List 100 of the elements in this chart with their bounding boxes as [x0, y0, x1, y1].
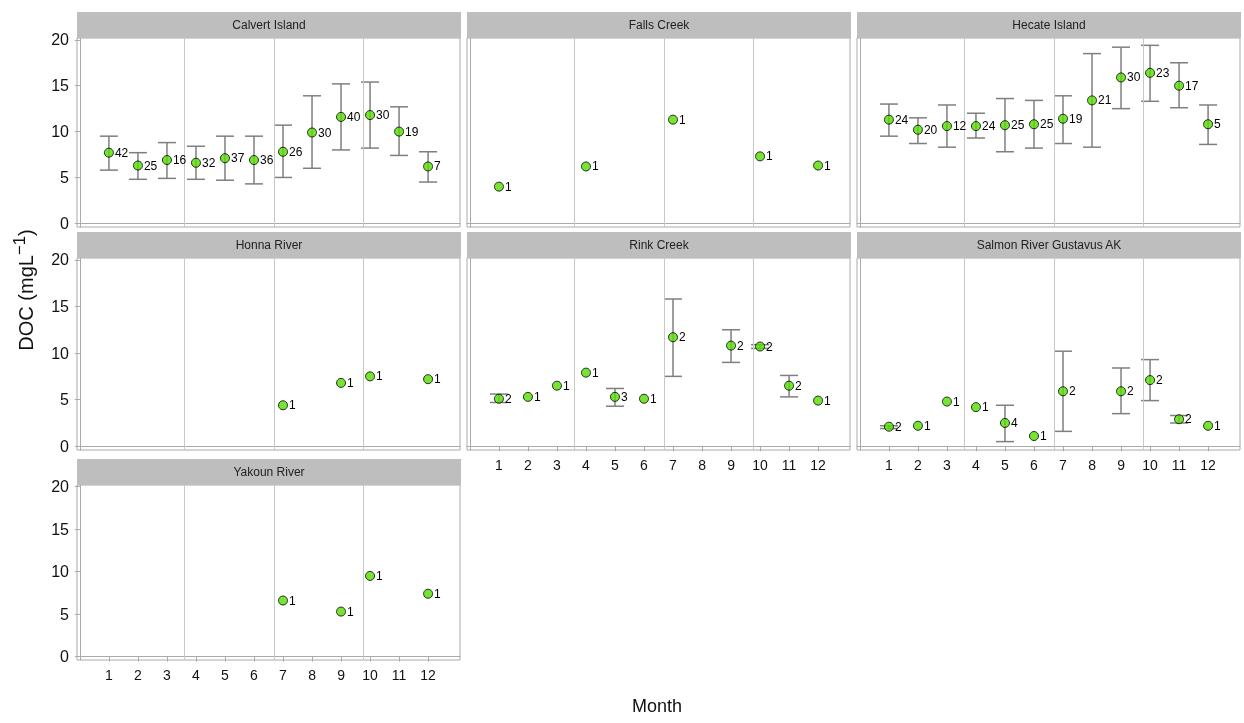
annotation: 25 — [143, 158, 158, 173]
annotation: 21 — [1098, 93, 1112, 108]
annotation: 1 — [824, 393, 832, 408]
annotation: 1 — [347, 604, 355, 619]
annotation: 1 — [562, 378, 570, 393]
x-tick-label: 4 — [972, 457, 981, 473]
annotation: 2 — [1069, 384, 1077, 399]
x-tick-label: 9 — [727, 457, 736, 473]
chart-title: Salmon River Gustavus AK — [857, 232, 1241, 258]
annotation: 16 — [172, 153, 187, 168]
x-tick-label: 9 — [337, 667, 346, 683]
annotation: 1 — [981, 400, 989, 415]
x-tick-label: 6 — [1030, 457, 1039, 473]
annotation: 2 — [737, 338, 745, 353]
chart-title: Hecate Island — [857, 12, 1241, 38]
x-tick-label: 11 — [1171, 457, 1187, 473]
x-tick-label: 3 — [163, 667, 172, 683]
annotation: 1 — [591, 365, 599, 380]
x-tick-label: 7 — [279, 667, 288, 683]
y-tick-label: 10 — [51, 563, 70, 581]
annotation: 1 — [434, 372, 442, 387]
annotation: 19 — [1069, 111, 1083, 126]
annotation: 2 — [1156, 373, 1164, 388]
y-tick-label: 20 — [51, 31, 70, 49]
annotation: 36 — [259, 153, 274, 168]
y-tick-label: 0 — [60, 214, 70, 232]
chart-title: Calvert Island — [77, 12, 461, 38]
x-tick-label: 1 — [885, 457, 894, 473]
annotation: 24 — [981, 119, 996, 134]
annotation: 2 — [504, 391, 512, 406]
annotation: 1 — [289, 593, 297, 608]
x-tick-label: 3 — [553, 457, 562, 473]
annotation: 37 — [230, 151, 245, 166]
x-tick-label: 4 — [582, 457, 591, 473]
x-tick-label: 10 — [752, 457, 769, 473]
annotation: 1 — [766, 149, 774, 164]
annotation: 1 — [347, 375, 355, 390]
x-tick-label: 12 — [420, 667, 437, 683]
annotation: 1 — [533, 389, 541, 404]
annotation: 1 — [649, 391, 657, 406]
y-tick-label: 5 — [60, 605, 70, 623]
x-tick-label: 6 — [640, 457, 649, 473]
annotation: 30 — [1127, 70, 1141, 85]
chart-title: Falls Creek — [467, 12, 851, 38]
x-tick-label: 4 — [192, 667, 201, 683]
annotation: 23 — [1156, 65, 1170, 80]
annotation: 1 — [824, 158, 832, 173]
annotation: 1 — [679, 112, 687, 127]
annotation: 20 — [923, 122, 938, 137]
annotation: 17 — [1185, 78, 1199, 93]
annotation: 2 — [1185, 412, 1193, 427]
x-tick-label: 7 — [1059, 457, 1068, 473]
y-tick-label: 5 — [60, 168, 70, 186]
y-tick-label: 15 — [51, 520, 70, 538]
x-tick-label: 8 — [698, 457, 707, 473]
x-tick-label: 10 — [1142, 457, 1159, 473]
y-tick-label: 5 — [60, 391, 70, 409]
x-tick-label: 6 — [250, 667, 259, 683]
x-tick-label: 5 — [1001, 457, 1010, 473]
x-tick-label: 7 — [669, 457, 678, 473]
annotation: 1 — [923, 418, 931, 433]
y-tick-label: 15 — [51, 297, 70, 315]
annotation: 1 — [289, 398, 297, 413]
annotation: 4 — [1010, 415, 1018, 430]
x-tick-label: 1 — [495, 457, 504, 473]
annotation: 1 — [1039, 429, 1047, 444]
annotation: 2 — [679, 330, 687, 345]
annotation: 30 — [318, 125, 332, 140]
x-tick-label: 2 — [524, 457, 533, 473]
annotation: 5 — [1214, 117, 1222, 132]
x-tick-label: 9 — [1117, 457, 1126, 473]
annotation: 32 — [201, 155, 216, 170]
x-tick-label: 8 — [308, 667, 317, 683]
x-tick-label: 3 — [943, 457, 952, 473]
y-tick-label: 0 — [60, 437, 70, 455]
y-tick-label: 20 — [51, 251, 70, 269]
x-tick-label: 5 — [611, 457, 620, 473]
chart-title: Yakoun River — [77, 459, 461, 485]
x-tick-label: 2 — [914, 457, 923, 473]
annotation: 1 — [504, 179, 512, 194]
annotation: 2 — [894, 419, 902, 434]
x-tick-label: 11 — [781, 457, 797, 473]
annotation: 3 — [620, 389, 628, 404]
annotation: 25 — [1010, 118, 1025, 133]
annotation: 1 — [434, 586, 442, 601]
x-tick-label: 11 — [391, 667, 407, 683]
annotation: 7 — [434, 159, 442, 174]
annotation: 1 — [376, 369, 384, 384]
x-tick-label: 8 — [1088, 457, 1097, 473]
annotation: 2 — [1127, 384, 1135, 399]
chart-title: Honna River — [77, 232, 461, 258]
chart-title: Rink Creek — [467, 232, 851, 258]
x-tick-label: 10 — [362, 667, 379, 683]
x-tick-label: 5 — [221, 667, 230, 683]
y-tick-label: 20 — [51, 478, 70, 496]
y-tick-label: 15 — [51, 77, 70, 95]
x-tick-label: 1 — [105, 667, 114, 683]
x-tick-label: 2 — [134, 667, 143, 683]
annotation: 30 — [376, 108, 390, 123]
annotation: 24 — [894, 112, 909, 127]
